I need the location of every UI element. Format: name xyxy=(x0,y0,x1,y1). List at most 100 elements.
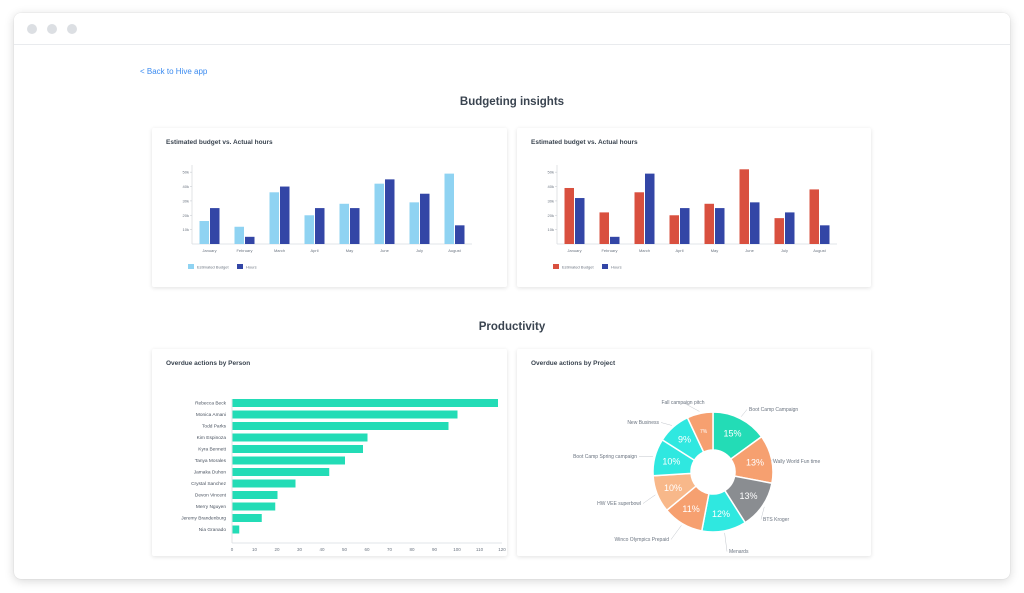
slice-name-label: BTS Kroger xyxy=(763,517,789,523)
y-tick-label: 50k xyxy=(548,170,554,175)
legend-swatch xyxy=(602,264,608,269)
overdue-person-card: Overdue actions by Person Rebecca Beck Mo… xyxy=(152,349,507,556)
person-label: Crystal Sanchez xyxy=(191,481,227,487)
slice-name-label: Menards xyxy=(729,549,749,555)
slice-name-label: Fall campaign pitch xyxy=(661,400,704,406)
y-tick-label: 30k xyxy=(548,198,554,203)
window-control-dot[interactable] xyxy=(47,24,57,34)
person-bar xyxy=(232,445,363,453)
budget-chart-left: 10k 20k 30k 40k 50k January February March April… xyxy=(183,165,472,270)
x-tick-label: 120 xyxy=(498,547,506,552)
bar-hours xyxy=(820,225,830,244)
person-label: Merry Nguyen xyxy=(196,504,226,510)
bar-hours xyxy=(645,173,655,244)
bar-estimated-budget xyxy=(234,226,244,244)
person-label: Nia Granado xyxy=(199,527,227,533)
y-tick-label: 20k xyxy=(548,213,554,218)
bar-hours xyxy=(420,193,430,244)
bar-hours xyxy=(610,236,620,244)
bar-estimated-budget xyxy=(409,202,419,244)
y-tick-label: 50k xyxy=(183,170,189,175)
x-tick-label: 30 xyxy=(297,547,303,552)
x-tick-label: 70 xyxy=(387,547,393,552)
x-tick-label: August xyxy=(813,248,826,253)
bar-estimated-budget xyxy=(304,215,314,244)
y-tick-label: 10k xyxy=(183,227,189,232)
x-tick-label: April xyxy=(310,248,318,253)
person-bar xyxy=(232,468,330,476)
legend-swatch xyxy=(237,264,243,269)
bar-estimated-budget xyxy=(269,192,279,244)
slice-name-label: Winco Olympics Prepaid xyxy=(615,537,670,543)
legend-label: Estimated Budget xyxy=(562,265,594,270)
y-tick-label: 30k xyxy=(183,198,189,203)
browser-window: < Back to Hive app Budgeting insights Es… xyxy=(14,13,1010,579)
slice-leader-line xyxy=(770,458,774,462)
person-bar xyxy=(232,433,368,442)
person-label: Kim Espinoza xyxy=(197,435,227,441)
slice-leader-line xyxy=(740,409,748,417)
window-control-dot[interactable] xyxy=(27,24,37,34)
slice-percent-label: 7% xyxy=(700,429,708,435)
legend-swatch xyxy=(553,264,559,269)
x-tick-label: 60 xyxy=(364,547,370,552)
bar-estimated-budget xyxy=(444,173,454,244)
x-tick-label: 20 xyxy=(274,547,280,552)
x-tick-label: July xyxy=(781,248,788,253)
bar-estimated-budget xyxy=(774,218,784,244)
bar-estimated-budget xyxy=(199,221,209,244)
bar-hours xyxy=(350,208,360,244)
x-tick-label: 90 xyxy=(432,547,438,552)
legend-label: Estimated Budget xyxy=(197,265,229,270)
person-bar xyxy=(232,502,276,511)
bar-hours xyxy=(750,202,760,244)
slice-percent-label: 10% xyxy=(664,483,682,493)
person-label: Tanya Morales xyxy=(195,458,227,464)
bar-hours xyxy=(210,208,220,244)
overdue-project-card: Overdue actions by Project 15% Boot Camp … xyxy=(517,349,871,556)
bar-estimated-budget xyxy=(564,187,574,244)
slice-percent-label: 13% xyxy=(740,491,758,501)
x-tick-label: August xyxy=(448,248,461,253)
back-to-hive-link[interactable]: < Back to Hive app xyxy=(140,67,208,76)
slice-leader-line xyxy=(760,506,765,520)
slice-percent-label: 13% xyxy=(746,458,764,468)
person-label: Jamaka Duhon xyxy=(194,470,227,476)
person-bar xyxy=(232,410,458,419)
window-control-dot[interactable] xyxy=(67,24,77,34)
budgeting-section-title: Budgeting insights xyxy=(459,96,565,108)
bar-estimated-budget xyxy=(599,212,609,244)
slice-name-label: Boot Camp Campaign xyxy=(749,407,798,413)
budget-chart-right: 10k 20k 30k 40k 50k January February March April… xyxy=(548,165,837,270)
x-tick-label: 0 xyxy=(231,547,234,552)
window-titlebar xyxy=(14,13,1010,45)
legend-label: Hours xyxy=(611,265,622,270)
person-bar xyxy=(232,491,278,499)
person-label: Kyra Bennett xyxy=(198,447,226,453)
x-tick-label: 40 xyxy=(319,547,325,552)
slice-leader-line xyxy=(724,532,728,552)
person-bar xyxy=(232,525,240,534)
slice-name-label: New Business xyxy=(627,420,659,426)
person-label: Jeremy Brandenburg xyxy=(181,516,226,522)
x-tick-label: January xyxy=(202,248,216,253)
person-bar xyxy=(232,479,296,488)
bar-hours xyxy=(680,208,690,244)
slice-percent-label: 9% xyxy=(678,435,691,445)
person-label: Todd Parks xyxy=(202,424,227,430)
overdue-person-title: Overdue actions by Person xyxy=(166,360,251,367)
budget-chart-title-left: Estimated budget vs. Actual hours xyxy=(166,139,273,146)
bar-estimated-budget xyxy=(374,183,384,244)
slice-percent-label: 15% xyxy=(724,429,742,439)
bar-estimated-budget xyxy=(669,215,679,244)
donut-slice xyxy=(686,411,714,454)
person-bar xyxy=(232,456,345,465)
slice-percent-label: 11% xyxy=(682,504,699,514)
y-tick-label: 10k xyxy=(548,227,554,232)
person-label: Rebecca Beck xyxy=(195,401,227,407)
productivity-section-title: Productivity xyxy=(478,321,546,333)
slice-name-label: Boot Camp Spring campaign xyxy=(573,454,637,460)
x-tick-label: 110 xyxy=(476,547,484,552)
overdue-person-chart: Rebecca Beck Monica Amani Todd Parks Kim Es… xyxy=(181,399,506,552)
slice-leader-line xyxy=(682,402,700,412)
